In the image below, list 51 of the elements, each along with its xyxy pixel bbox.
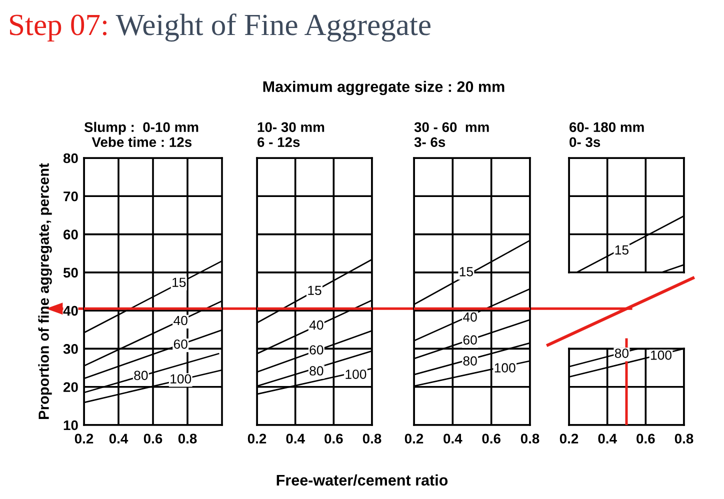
x-tick-label: 0.6 xyxy=(324,434,343,444)
annotation: 40 xyxy=(309,320,324,330)
annotation: 80 xyxy=(310,366,324,376)
y-tick-label: 20 xyxy=(63,382,78,392)
y-tick-label: 80 xyxy=(63,153,78,164)
y-tick-label: 30 xyxy=(63,344,78,354)
y-tick-label: 60 xyxy=(64,230,78,240)
x-tick-label: 0.8 xyxy=(674,434,694,444)
annotation: 40 xyxy=(463,312,477,322)
y-axis-title: Proportion of fine aggregate, percent xyxy=(38,163,52,419)
x-tick-label: 0.4 xyxy=(286,434,305,444)
y-tick-label: 40 xyxy=(63,306,78,316)
annotation: 100 xyxy=(346,370,366,379)
annotation: 15 xyxy=(172,278,186,288)
x-tick-label: 0.2 xyxy=(74,434,94,444)
annotation: 15 xyxy=(460,267,473,276)
annotation: 100 xyxy=(170,374,192,384)
x-tick-label: 0.4 xyxy=(444,434,462,444)
x-tick-label: 0.6 xyxy=(144,434,162,444)
x-tick-label: 0.8 xyxy=(362,434,382,444)
annotation: 100 xyxy=(651,350,672,360)
text: Weight of Fine Aggregate xyxy=(116,13,430,42)
x-tick-label: 0.8 xyxy=(178,434,197,444)
x-tick-label: 0.8 xyxy=(520,434,540,444)
x-tick-label: 0.2 xyxy=(404,434,424,444)
x-tick-label: 0.4 xyxy=(109,434,128,444)
chart-title: 30 - 60 mm 3- 6s xyxy=(414,122,489,148)
x-axis-title: Free-water/cement ratio xyxy=(276,474,448,486)
y-tick-label: 50 xyxy=(63,268,78,278)
text: Maximum aggregate size : 20 mm xyxy=(263,80,504,96)
x-tick-label: 0.6 xyxy=(482,434,500,444)
annotation: 60 xyxy=(463,335,477,345)
annotation: 80 xyxy=(614,348,629,358)
x-tick-label: 0.2 xyxy=(560,434,578,444)
x-tick-label: 0.6 xyxy=(636,434,655,444)
chart-title: 10- 30 mm 6 - 12s xyxy=(258,122,324,148)
annotation: 60 xyxy=(310,345,324,355)
annotation: 15 xyxy=(615,245,628,255)
annotation: 60 xyxy=(174,339,188,349)
x-tick-label: 0.4 xyxy=(598,434,617,444)
x-tick-label: 0.2 xyxy=(248,434,266,444)
y-tick-label: 70 xyxy=(64,191,78,202)
text: Step 07: xyxy=(10,14,107,42)
chart-title: Slump : 0-10 mm Vebe time : 12s xyxy=(84,122,198,148)
annotation: 80 xyxy=(463,356,477,366)
annotation: 40 xyxy=(174,316,188,326)
chart-title: 60- 180 mm 0- 3s xyxy=(570,122,644,148)
annotation: 80 xyxy=(134,370,148,380)
y-tick-label: 10 xyxy=(64,420,78,430)
annotation: 100 xyxy=(494,363,516,372)
annotation: 15 xyxy=(308,286,322,296)
